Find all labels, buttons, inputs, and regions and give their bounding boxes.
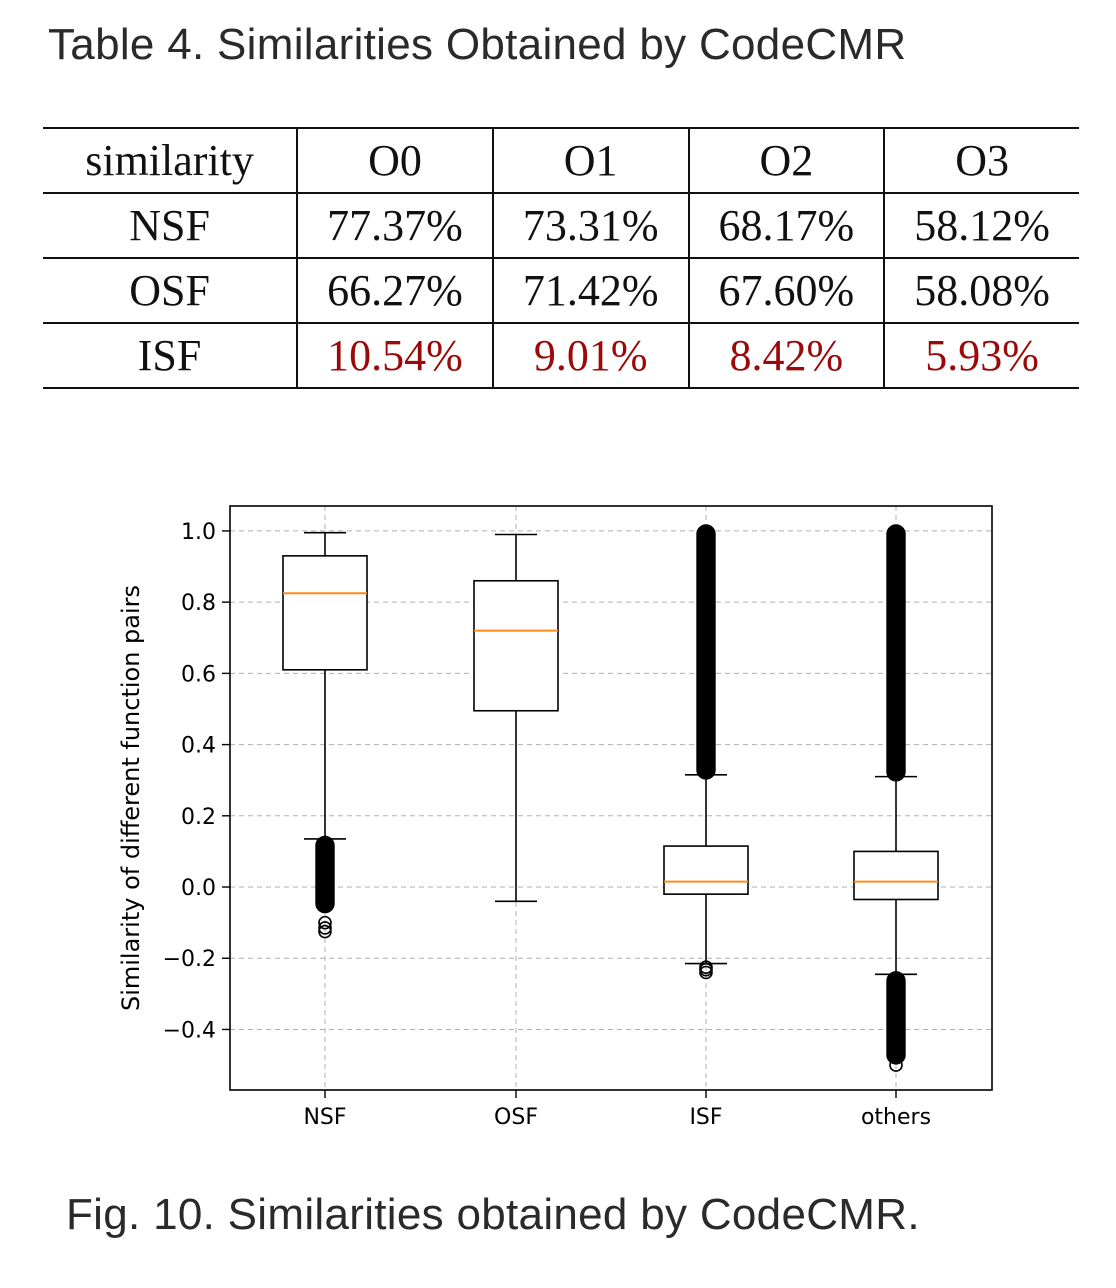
header-cell: O3 [883, 127, 1079, 194]
box-nsf [282, 531, 368, 939]
x-tick-label: others [861, 1105, 931, 1130]
box-osf [473, 533, 559, 903]
outlier-point [318, 921, 332, 935]
y-tick-label: 0.4 [181, 734, 216, 759]
table-cell-highlight: 10.54% [296, 322, 493, 389]
header-cell: O0 [296, 127, 493, 194]
outlier-band [886, 524, 906, 782]
row-label: ISF [43, 322, 298, 389]
iqr-box [663, 845, 749, 895]
table-cell: 58.08% [883, 257, 1079, 324]
y-tick-label: 0.0 [181, 876, 216, 901]
outlier-point [318, 924, 332, 939]
y-tick-label: 0.8 [181, 591, 216, 616]
table-cell: 71.42% [491, 257, 689, 324]
axes-frame [229, 505, 993, 1091]
outlier-point [318, 915, 332, 930]
figure-caption: Fig. 10. Similarities obtained by CodeCM… [66, 1190, 920, 1239]
row-label: OSF [43, 257, 298, 324]
outlier-band [886, 971, 906, 1065]
header-cell: O1 [491, 127, 689, 194]
table-cell: 77.37% [296, 192, 493, 259]
table-header-row: similarity O0 O1 O2 O3 [43, 127, 1079, 194]
outlier-band [696, 524, 716, 780]
y-tick-label: −0.2 [163, 947, 216, 972]
table-cell-highlight: 8.42% [687, 322, 885, 389]
x-tick-label: NSF [303, 1105, 346, 1130]
table-cell: 67.60% [687, 257, 885, 324]
x-tick-label: ISF [689, 1105, 722, 1130]
table-row: ISF 10.54% 9.01% 8.42% 5.93% [43, 322, 1079, 389]
header-cell: O2 [687, 127, 885, 194]
table-cell: 68.17% [687, 192, 885, 259]
table-cell: 73.31% [491, 192, 689, 259]
x-tick-label: OSF [494, 1105, 538, 1130]
table-cell-highlight: 5.93% [883, 322, 1079, 389]
table-cell: 66.27% [296, 257, 493, 324]
y-tick-label: 0.6 [181, 662, 216, 687]
box-plot: −0.4 −0.2 0.0 0.2 0.4 0.6 0.8 1.0 NSF OSF ISF other… [117, 505, 993, 1130]
y-tick-label: 0.2 [181, 805, 216, 830]
outlier-band [315, 835, 335, 914]
iqr-box [473, 579, 559, 712]
y-tick-label: −0.4 [163, 1018, 216, 1043]
box-others [853, 524, 939, 1072]
table-cell-highlight: 9.01% [491, 322, 689, 389]
header-cell: similarity [43, 127, 298, 194]
table-title: Table 4. Similarities Obtained by CodeCM… [48, 20, 907, 69]
y-axis-label: Similarity of different function pairs [117, 585, 145, 1011]
iqr-box [282, 555, 368, 671]
outlier-point [699, 965, 713, 980]
table-row: NSF 77.37% 73.31% 68.17% 58.12% [43, 192, 1079, 259]
similarity-table: similarity O0 O1 O2 O3 NSF 77.37% 73.31%… [43, 127, 1079, 389]
box-isf [663, 524, 749, 980]
iqr-box [853, 850, 939, 901]
y-tick-label: 1.0 [181, 520, 216, 545]
table-cell: 58.12% [883, 192, 1079, 259]
outlier-point [889, 1058, 903, 1072]
row-label: NSF [43, 192, 298, 259]
table-row: OSF 66.27% 71.42% 67.60% 58.08% [43, 257, 1079, 324]
